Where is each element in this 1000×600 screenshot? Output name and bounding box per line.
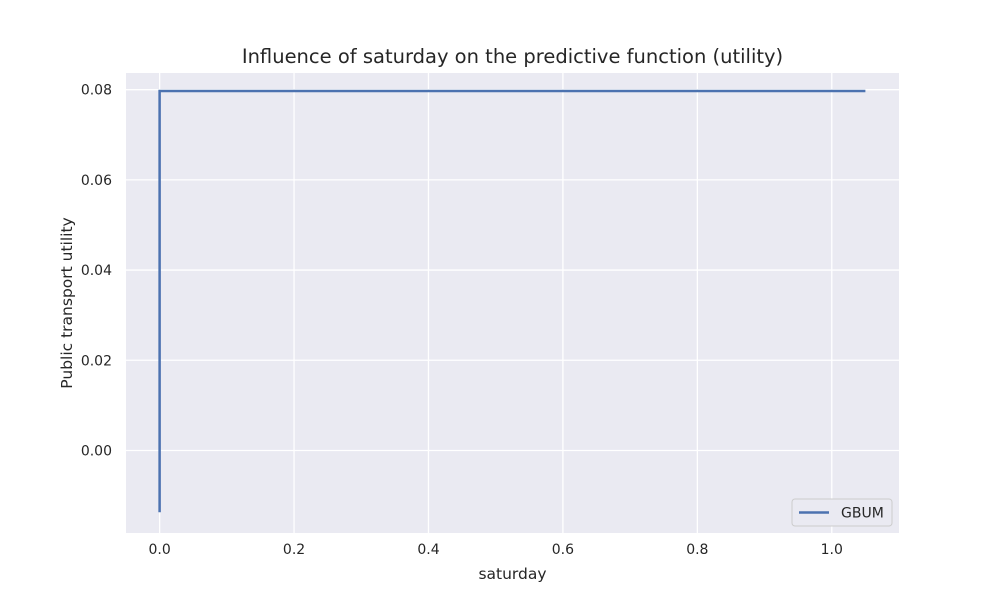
y-tick-label: 0.02 xyxy=(81,353,112,369)
x-tick-label: 0.6 xyxy=(552,542,574,558)
x-tick-label: 0.2 xyxy=(283,542,305,558)
legend: GBUM xyxy=(791,498,893,527)
series-line-gbum xyxy=(158,89,866,513)
y-tick-label: 0.06 xyxy=(81,173,112,189)
x-tick-label: 0.8 xyxy=(686,542,708,558)
legend-label-gbum: GBUM xyxy=(841,506,884,522)
grid xyxy=(126,73,899,533)
x-tick-label: 1.0 xyxy=(821,542,843,558)
plot-area xyxy=(126,73,899,533)
y-tick-label: 0.08 xyxy=(81,83,112,99)
tick-labels: 0.0 0.2 0.4 0.6 0.8 1.0 0.00 0.02 0.04 0.06 0.08 xyxy=(81,83,843,558)
x-tick-label: 0.0 xyxy=(148,542,170,558)
legend-box xyxy=(791,498,893,527)
y-tick-label: 0.00 xyxy=(81,443,112,459)
y-axis-label: Public transport utility xyxy=(58,217,76,388)
x-tick-label: 0.4 xyxy=(417,542,439,558)
x-axis-label: saturday xyxy=(478,565,546,583)
chart-title: Influence of saturday on the predictive … xyxy=(242,45,783,68)
y-tick-label: 0.04 xyxy=(81,263,112,279)
series-layer xyxy=(158,89,866,513)
